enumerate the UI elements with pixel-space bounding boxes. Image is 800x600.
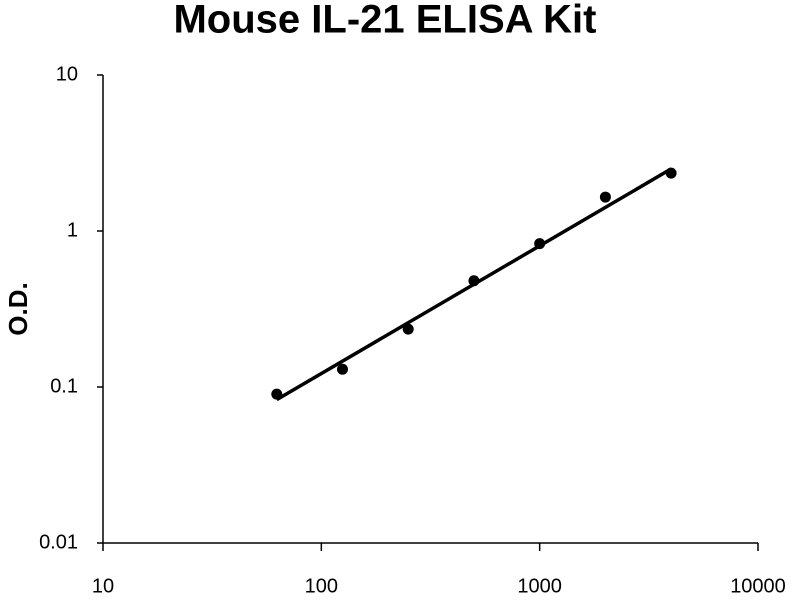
- data-point: [534, 238, 546, 250]
- data-point: [402, 323, 414, 335]
- y-axis-label: O.D.: [3, 282, 33, 335]
- x-tick-label: 10: [92, 575, 114, 597]
- x-tick-label: 1000: [517, 575, 562, 597]
- x-tick-label: 10000: [730, 575, 786, 597]
- y-tick-label: 0.01: [39, 531, 78, 553]
- y-tick-label: 1: [67, 219, 78, 241]
- y-tick-label: 0.1: [50, 375, 78, 397]
- data-point: [599, 191, 611, 203]
- x-tick-label: 100: [305, 575, 338, 597]
- data-point: [271, 388, 283, 400]
- data-point: [336, 363, 348, 375]
- y-tick-label: 10: [56, 63, 78, 85]
- data-point: [665, 167, 677, 179]
- chart-title: Mouse IL-21 ELISA Kit: [173, 0, 596, 42]
- data-point: [468, 275, 480, 287]
